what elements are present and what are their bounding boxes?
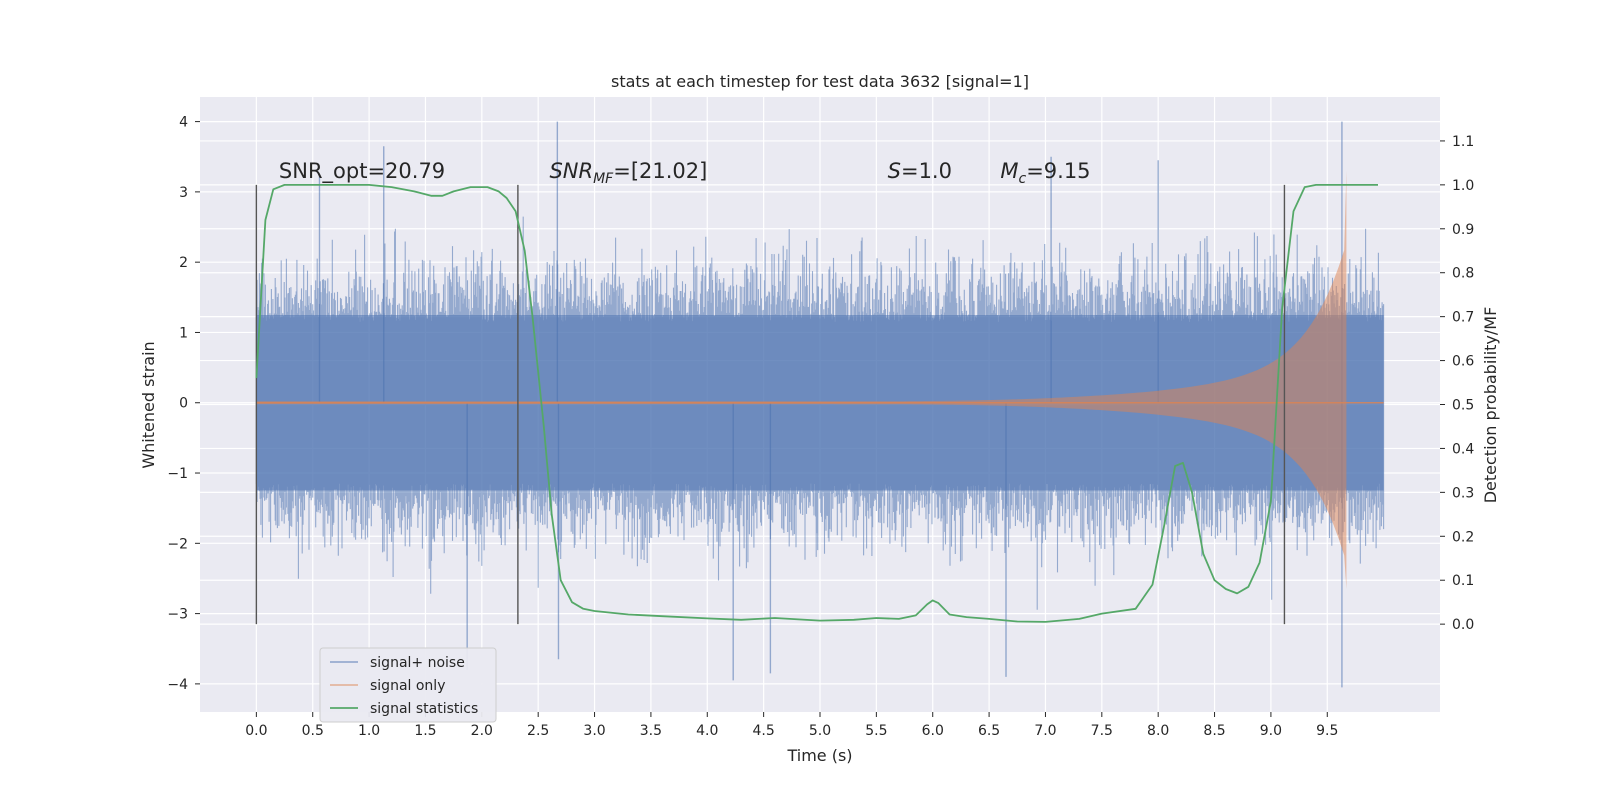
x-axis-ticks: 0.0 0.5 1.0 1.5 2.0 2.5 3.0 3.5 4.0 4.5 5.0 5.5 6.0 6… [245, 712, 1338, 739]
statistics-line [255, 183, 1378, 623]
x-tick-label: 6.0 [922, 723, 944, 739]
x-tick-label: 6.5 [978, 723, 1000, 739]
segment-boundaries [255, 184, 1286, 625]
right-tick-label: 1.0 [1452, 178, 1474, 194]
y-tick-label: 0 [179, 396, 188, 412]
x-tick-label: 1.0 [358, 723, 380, 739]
x-tick-label: 8.5 [1203, 723, 1225, 739]
legend: signal+ noise signal only signal statist… [319, 647, 497, 723]
right-tick-label: 1.1 [1452, 134, 1474, 150]
right-tick-label: 0.7 [1452, 310, 1474, 326]
right-tick-label: 0.0 [1452, 617, 1474, 633]
x-tick-label: 4.5 [753, 723, 775, 739]
legend-label-noise: signal+ noise [370, 655, 465, 671]
y-tick-label: −3 [167, 607, 188, 623]
right-tick-label: 0.8 [1452, 266, 1474, 282]
x-tick-label: 2.5 [527, 723, 549, 739]
legend-label-signal: signal only [370, 678, 445, 694]
right-axis-label: Detection probability/MF [1481, 307, 1500, 504]
right-tick-label: 0.1 [1452, 573, 1474, 589]
x-tick-label: 0.0 [245, 723, 267, 739]
x-axis-label: Time (s) [786, 746, 852, 765]
y-tick-label: −4 [167, 677, 188, 693]
y-tick-label: −1 [167, 466, 188, 482]
x-tick-label: 5.5 [865, 723, 887, 739]
x-tick-label: 3.5 [640, 723, 662, 739]
y-tick-label: 3 [179, 185, 188, 201]
annotation-2: S=1.0 [888, 159, 952, 183]
right-tick-label: 0.4 [1452, 441, 1474, 457]
legend-label-statistics: signal statistics [370, 701, 478, 717]
legend-box [319, 647, 497, 723]
y-axis-ticks: 4 3 2 1 0 −1 −2 −3 −4 [167, 115, 200, 693]
annotation-0: SNR_opt=20.79 [279, 159, 445, 184]
annotation-3: Mc=9.15 [1000, 159, 1090, 187]
x-tick-label: 2.0 [471, 723, 493, 739]
right-tick-label: 0.9 [1452, 222, 1474, 238]
y-tick-label: 2 [179, 255, 188, 271]
x-tick-label: 3.0 [583, 723, 605, 739]
x-tick-label: 4.0 [696, 723, 718, 739]
right-tick-label: 0.2 [1452, 529, 1474, 545]
right-tick-label: 0.6 [1452, 354, 1474, 370]
x-tick-label: 7.0 [1034, 723, 1056, 739]
y-tick-label: 4 [179, 115, 188, 131]
y-tick-label: 1 [179, 325, 188, 341]
y-axis-label: Whitened strain [139, 341, 158, 468]
x-tick-label: 7.5 [1091, 723, 1113, 739]
right-tick-label: 0.3 [1452, 485, 1474, 501]
signal-only-trace [256, 170, 1384, 590]
x-tick-label: 9.5 [1316, 723, 1338, 739]
annotations: SNR_opt=20.79 SNRMF=[21.02] S=1.0 Mc=9.15 [279, 159, 1091, 187]
x-tick-label: 8.0 [1147, 723, 1169, 739]
y-tick-label: −2 [167, 536, 188, 552]
x-tick-label: 1.5 [414, 723, 436, 739]
annotation-1: SNRMF=[21.02] [549, 159, 707, 187]
right-tick-label: 0.5 [1452, 398, 1474, 414]
x-tick-label: 0.5 [302, 723, 324, 739]
signal-statistics-trace [255, 183, 1378, 623]
x-tick-label: 5.0 [809, 723, 831, 739]
x-tick-label: 9.0 [1260, 723, 1282, 739]
right-axis-ticks: 1.1 1.0 0.9 0.8 0.7 0.6 0.5 0.4 0.3 0.2 0.1 0.0 [1440, 134, 1474, 633]
chart-title: stats at each timestep for test data 363… [611, 72, 1029, 91]
